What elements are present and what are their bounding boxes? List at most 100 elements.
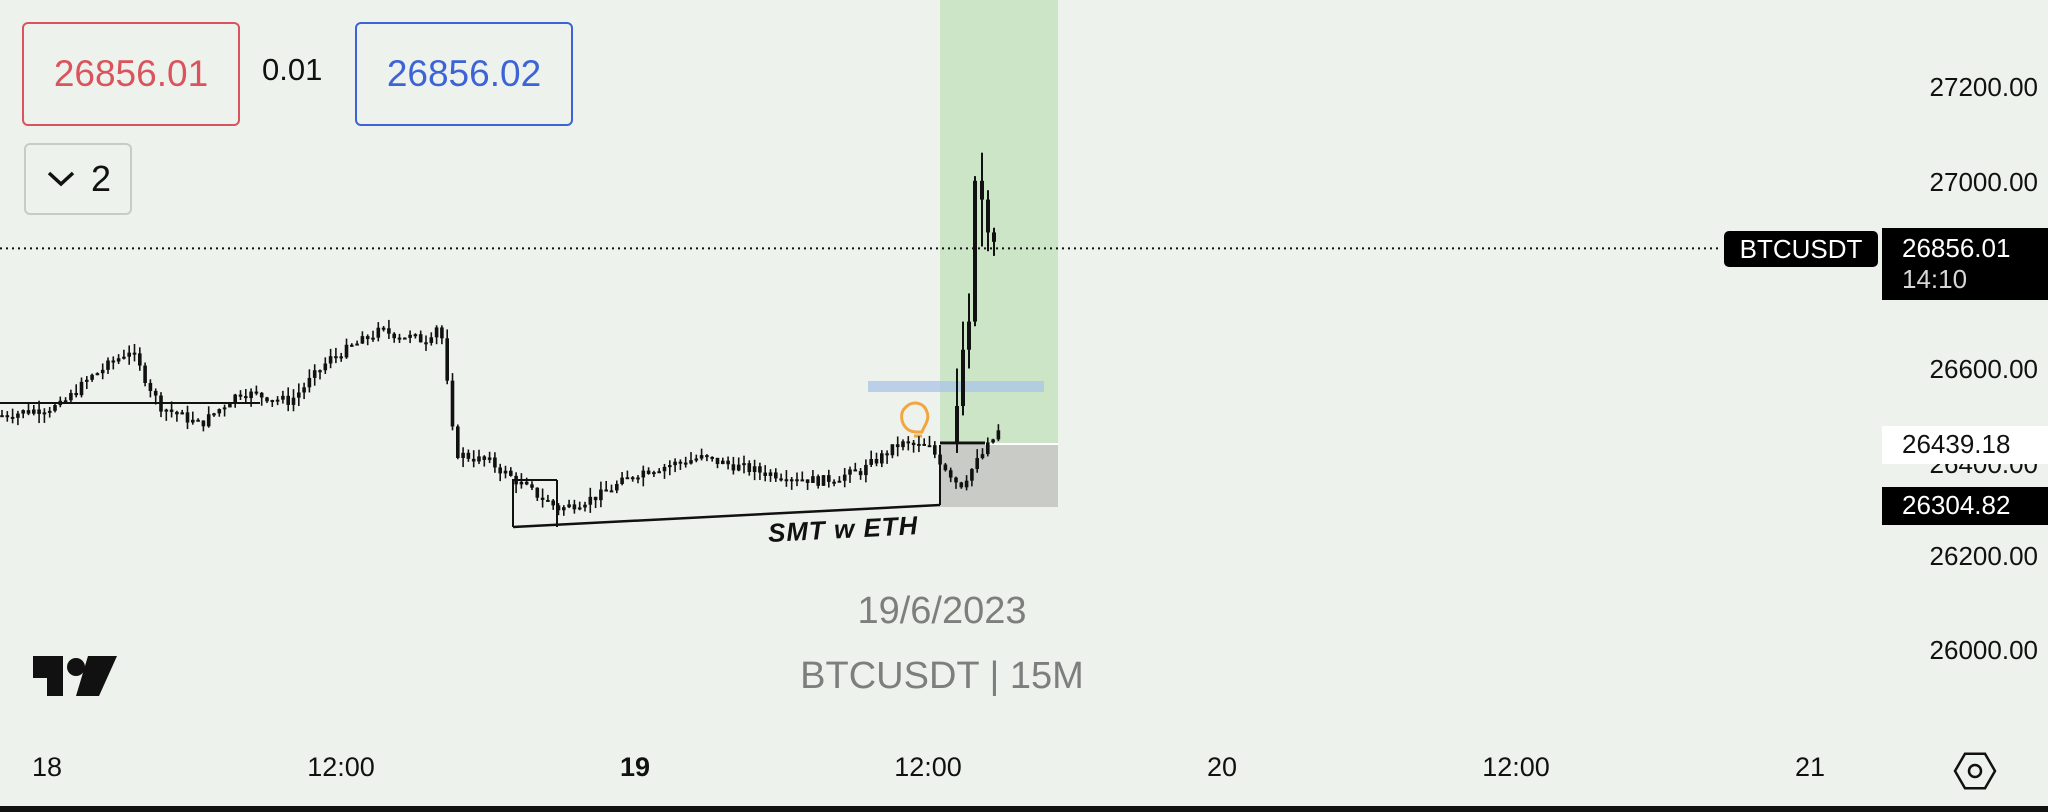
candle-body	[503, 470, 508, 474]
layers-count: 2	[90, 158, 112, 199]
candle-body	[32, 409, 36, 414]
candle-body	[922, 443, 926, 446]
candle-body	[763, 472, 767, 476]
candle-body	[710, 456, 714, 459]
candle-body	[615, 483, 619, 491]
candle-body	[980, 454, 985, 459]
candle-body	[79, 381, 84, 396]
candle-body	[991, 439, 995, 443]
price-axis-label: 26600.00	[1929, 354, 2038, 384]
candle-body	[583, 504, 587, 508]
candle-body	[514, 475, 518, 485]
logo-slash	[76, 656, 117, 696]
candle-body	[164, 409, 169, 412]
candle-body	[37, 409, 41, 414]
candle-body	[69, 392, 73, 401]
candle-body	[85, 379, 89, 382]
candle-body	[689, 460, 693, 464]
candle-body	[196, 419, 200, 422]
gear-outline	[1953, 752, 1997, 790]
candle-body	[842, 474, 847, 481]
layers-toggle-button[interactable]: 2	[24, 143, 132, 215]
candle-body	[175, 411, 179, 415]
candle-body	[927, 445, 932, 448]
candle-body	[646, 470, 651, 474]
candle-body	[254, 391, 259, 394]
candle-body	[111, 360, 116, 363]
candle-body	[832, 481, 836, 484]
candle-body	[911, 442, 916, 446]
target-price-tag: 26439.18	[1882, 426, 2048, 464]
gear-icon[interactable]	[1953, 752, 1997, 790]
candle-body	[106, 360, 110, 370]
candle-body	[948, 470, 953, 478]
candle-body	[403, 337, 407, 340]
candle-body	[148, 382, 153, 391]
candle-body	[143, 365, 147, 383]
time-axis-label: 21	[1794, 752, 1826, 782]
logo-dot	[67, 658, 85, 676]
candle-body	[424, 342, 428, 345]
candle-body	[556, 505, 561, 511]
candle-body	[519, 481, 524, 485]
candle-body	[630, 477, 635, 480]
chevron-down-icon	[47, 171, 75, 187]
current-price-value: 26856.01	[1902, 233, 2011, 263]
candle-body	[90, 374, 94, 380]
candle-body	[286, 395, 290, 405]
candle-body	[53, 405, 57, 411]
candle-body	[450, 380, 455, 427]
candle-body	[180, 412, 184, 415]
candle-body	[328, 356, 333, 364]
loss-zone	[940, 443, 1058, 507]
candle-body	[201, 420, 206, 427]
candle-body	[795, 479, 799, 482]
candle-body	[933, 445, 937, 455]
candle-body	[694, 458, 699, 461]
candle-body	[418, 334, 423, 343]
candle-body	[726, 460, 730, 465]
candle-body	[562, 507, 566, 511]
candle-body	[387, 328, 391, 334]
candle-body	[132, 352, 137, 355]
candle-body	[509, 470, 513, 476]
candle-body	[63, 400, 68, 403]
candle-body	[577, 507, 582, 510]
candle-body	[853, 469, 858, 472]
candle-body	[715, 457, 720, 464]
buy-price-button[interactable]: 26856.02	[355, 22, 573, 126]
price-axis-label: 27200.00	[1929, 72, 2038, 102]
candle-body	[434, 327, 439, 338]
candle-body	[747, 463, 752, 473]
smt-trendline	[512, 503, 941, 529]
candle-body	[800, 479, 805, 482]
candle-body	[116, 358, 121, 362]
candle-body	[837, 480, 842, 483]
candle-body	[159, 395, 163, 412]
candle-body	[445, 338, 449, 381]
candle-body	[789, 479, 794, 482]
candle-body	[392, 333, 396, 339]
candle-body	[959, 482, 964, 488]
stop-price-tag: 26304.82	[1882, 487, 2048, 525]
time-axis-label: 18	[31, 752, 63, 782]
candle-body	[964, 480, 969, 488]
price-axis-label: 26000.00	[1929, 635, 2038, 665]
candle-body	[970, 468, 974, 481]
position-zones	[940, 0, 1058, 507]
candle-body	[275, 399, 280, 402]
bulb-outline	[900, 401, 930, 434]
time-axis-label: 12:00	[894, 752, 962, 782]
candle-body	[938, 454, 942, 465]
candle-body	[482, 456, 487, 460]
bottom-edge	[0, 806, 2048, 812]
current-price-tag: 26856.01 14:10	[1882, 228, 2048, 300]
sell-price-button[interactable]: 26856.01	[22, 22, 240, 126]
low-marker-left	[512, 479, 557, 527]
candle-body	[572, 504, 577, 510]
candle-body	[21, 410, 25, 414]
bar-countdown: 14:10	[1902, 264, 1968, 294]
candle-body	[281, 395, 285, 400]
